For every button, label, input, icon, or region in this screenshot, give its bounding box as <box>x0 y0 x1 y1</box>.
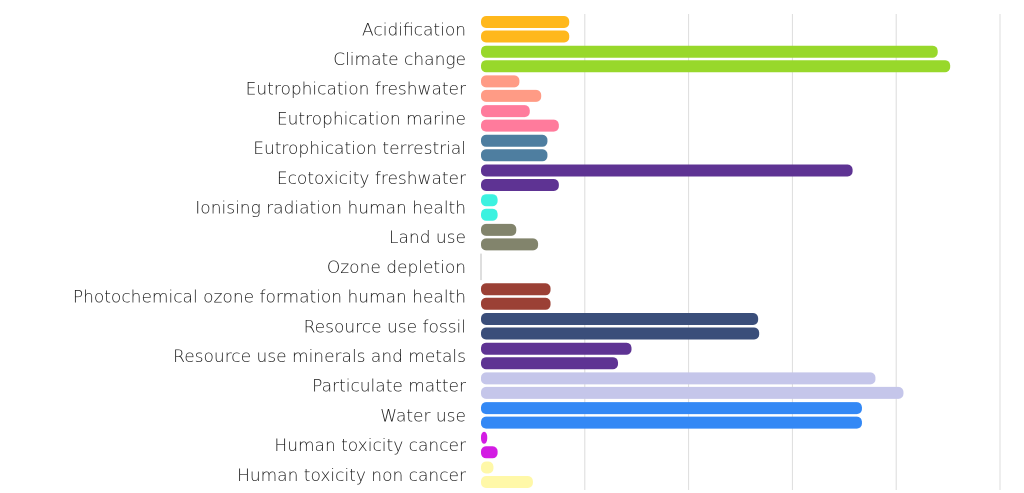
bar-resource-use-minerals-and-metals-1 <box>481 342 632 355</box>
category-label: Acidification <box>362 20 466 40</box>
bar-photochemical-ozone-formation-human-health-1 <box>481 283 551 296</box>
category-label: Land use <box>389 228 466 248</box>
bar-land-use-2 <box>481 238 539 251</box>
bar-ecotoxicity-freshwater-1 <box>481 164 853 177</box>
category-label: Ozone depletion <box>327 258 466 278</box>
bar-resource-use-fossil-1 <box>481 313 759 325</box>
category-label: Climate change <box>333 50 466 70</box>
bar-human-toxicity-non-cancer-2 <box>481 476 533 488</box>
bar-particulate-matter-1 <box>481 372 876 385</box>
category-label: Water use <box>380 406 466 426</box>
bar-eutrophication-freshwater-2 <box>481 89 542 102</box>
category-label: Human toxicity non cancer <box>237 466 466 486</box>
category-label: Eutrophication freshwater <box>246 80 466 100</box>
bar-land-use-1 <box>481 223 517 236</box>
bars <box>480 16 951 488</box>
bar-climate-change-2 <box>481 60 951 73</box>
bar-acidification-2 <box>481 30 570 43</box>
category-label: Ecotoxicity freshwater <box>277 169 466 189</box>
bar-acidification-1 <box>481 16 570 28</box>
bar-eutrophication-marine-2 <box>481 119 559 132</box>
category-label: Resource use minerals and metals <box>173 347 466 367</box>
category-label: Resource use fossil <box>304 317 466 337</box>
category-label: Particulate matter <box>312 377 466 397</box>
category-labels: Acidification Climate change Eutrophicatio… <box>73 20 466 486</box>
bar-water-use-1 <box>481 402 862 415</box>
category-label: Eutrophication marine <box>277 109 466 129</box>
bar-ecotoxicity-freshwater-2 <box>481 179 559 191</box>
bar-eutrophication-freshwater-1 <box>481 75 520 88</box>
bar-resource-use-fossil-2 <box>481 327 760 340</box>
bar-climate-change-1 <box>481 45 938 58</box>
bar-eutrophication-marine-1 <box>481 105 530 118</box>
category-label: Eutrophication terrestrial <box>253 139 466 159</box>
bar-human-toxicity-non-cancer-1 <box>481 461 494 474</box>
bar-ionising-radiation-human-health-1 <box>481 194 498 207</box>
bar-water-use-2 <box>481 416 862 429</box>
bar-particulate-matter-2 <box>481 386 904 399</box>
category-label: Photochemical ozone formation human heal… <box>73 288 466 308</box>
category-label: Human toxicity cancer <box>274 436 466 456</box>
bar-photochemical-ozone-formation-human-health-2 <box>481 297 551 310</box>
bar-ionising-radiation-human-health-2 <box>481 208 498 221</box>
bar-eutrophication-terrestrial-1 <box>481 134 548 147</box>
category-label: Ionising radiation human health <box>195 198 466 218</box>
bar-human-toxicity-cancer-2 <box>481 446 498 459</box>
bar-human-toxicity-cancer-1 <box>481 431 488 444</box>
bar-resource-use-minerals-and-metals-2 <box>481 357 619 370</box>
bar-eutrophication-terrestrial-2 <box>481 149 548 162</box>
